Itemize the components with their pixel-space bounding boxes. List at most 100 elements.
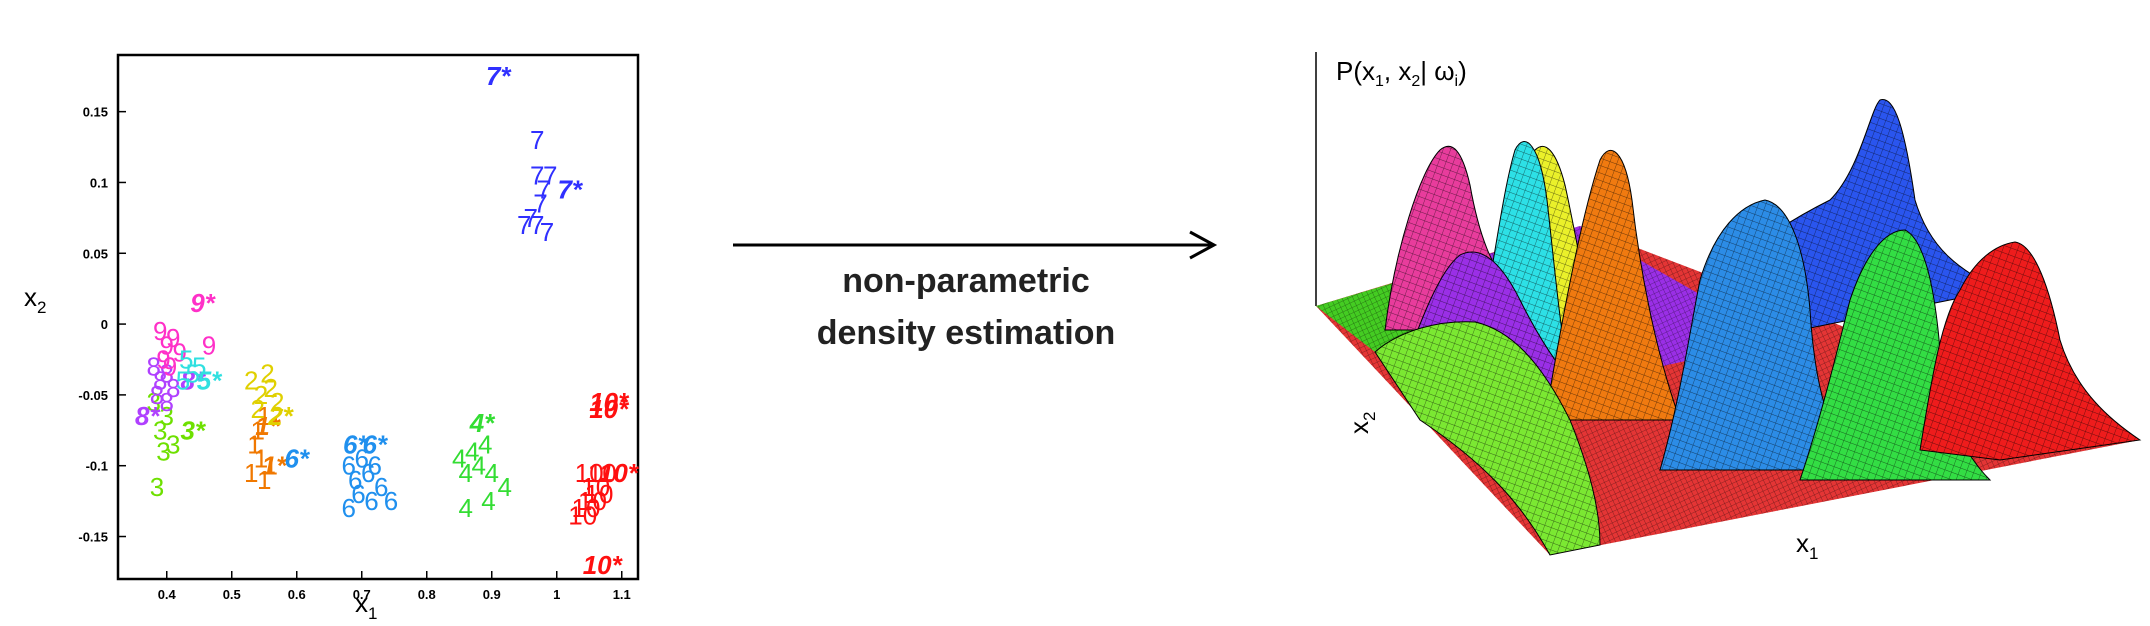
class-10-test-point: 10* [583,550,624,580]
class-6-point: 6 [374,472,388,502]
class-9-point: 9 [153,316,167,346]
class-1-point: 1 [244,458,258,488]
class-7-test-point: 7* [557,175,583,205]
class-6-point: 6 [342,451,356,481]
class-7-point: 7 [530,210,544,240]
y-ticks: 0.15 0.1 0.05 0 -0.05 -0.1 -0.15 [78,105,126,545]
class-8-point: 8 [150,380,164,410]
class-2-test-point: 2* [267,401,294,431]
class-1-point: 1 [257,401,271,431]
class-4-point: 4 [485,458,499,488]
x-tick-label: 0.6 [288,587,306,602]
class-2-point: 2 [260,359,274,389]
density-surface-plot: P(x1, x2| ωi) x1 x2 [1315,52,2142,563]
class-8-point: 8 [147,352,161,382]
class-6-point: 6 [361,458,375,488]
class-4-point: 4 [472,451,486,481]
class-3-point: 3 [156,437,170,467]
transform-arrow: non-parametric density estimation [733,230,1218,352]
x-tick-label: 1 [553,587,560,602]
class-7-point: 7 [537,175,551,205]
class-4-point: 4 [481,486,495,516]
class-7-point: 7 [533,189,547,219]
class-10-test-point: 10* [589,387,630,417]
class-6-point: 6 [384,486,398,516]
class-4-point: 4 [465,437,479,467]
class-1-point: 1 [251,415,265,445]
class-7-test-point: 7* [486,61,512,91]
x-tick-label: 0.9 [483,587,501,602]
class-6-test-point: 6* [343,429,369,459]
y-tick-label: 0.05 [83,246,108,261]
class-7-point: 7 [530,125,544,155]
class-9-point: 9 [173,337,187,367]
class-6-point: 6 [342,493,356,523]
class-3-point: 3 [166,429,180,459]
scatter-x-axis-label: x1 [355,588,377,623]
surface-x-axis-label: x1 [1796,528,1818,563]
class-10-point: 10 [568,500,597,530]
x-tick-label: 0.5 [223,587,241,602]
y-tick-label: -0.15 [78,530,108,545]
class-2-point: 2 [244,366,258,396]
scatter-y-axis-label: x2 [24,282,46,317]
class-5-point: 5 [192,352,206,382]
class-7-point: 7 [517,210,531,240]
class-10-test-point: 10* [589,394,630,424]
class-7-point: 7 [540,217,554,247]
class-4-point: 4 [498,472,512,502]
class-7-point: 7 [543,160,557,190]
class-8-point: 8 [166,373,180,403]
class-5-point: 5 [176,366,190,396]
class-4-point: 4 [478,429,492,459]
class-1-test-point: 1* [255,411,281,441]
class-3-point: 3 [153,415,167,445]
scatter-frame [116,53,640,581]
class-4-point: 4 [459,458,473,488]
peak-red-mesh [1920,242,2140,460]
class-1-point: 1 [247,429,261,459]
x-tick-label: 0.8 [418,587,436,602]
class-5-point: 5 [186,359,200,389]
class-3-test-point: 3* [180,415,206,445]
class-7-point: 7 [524,203,538,233]
class-9-test-point: 9* [190,288,216,318]
class-6-point: 6 [364,486,378,516]
peak-orange-mesh [1545,150,1680,421]
class-10-point: 10 [578,486,607,516]
class-3-point: 3 [150,472,164,502]
class-9-point: 9 [160,330,174,360]
class-8-point: 8 [160,359,174,389]
x-tick-label: 0.7 [353,587,371,602]
class-8-point: 8 [153,366,167,396]
class-8-point: 8 [160,387,174,417]
y-tick-label: -0.1 [86,459,108,474]
class-7-point: 7 [530,160,544,190]
class-10-point: 10 [581,472,610,502]
class-9-point: 9 [202,330,216,360]
x-tick-label: 0.4 [158,587,177,602]
class-1-point: 1 [254,444,268,474]
class-4-point: 4 [452,444,466,474]
class-5-point: 5 [179,344,193,374]
class-6-point: 6 [355,444,369,474]
class-10-point: 10 [588,458,617,488]
class-8-test-point: 8* [135,401,161,431]
class-2-point: 2 [270,387,284,417]
class-9-point: 9 [156,344,170,374]
class-2-point: 2 [254,380,268,410]
class-6-test-point: 6* [284,444,310,474]
class-6-point: 6 [348,465,362,495]
class-3-point: 3 [160,401,174,431]
arrow-head [1189,230,1218,260]
class-9-point: 9 [163,352,177,382]
class-4-test-point: 4* [469,408,496,438]
y-tick-label: 0.15 [83,105,108,120]
x-tick-label: 1.1 [613,587,631,602]
class-10-point: 10 [575,458,604,488]
scatter-plot: 0.4 0.5 0.6 0.7 0.8 0.9 1 1.1 0.15 0.1 0.05 0 -0.05… [24,53,640,623]
y-tick-label: -0.05 [78,388,108,403]
y-tick-label: 0 [101,317,108,332]
